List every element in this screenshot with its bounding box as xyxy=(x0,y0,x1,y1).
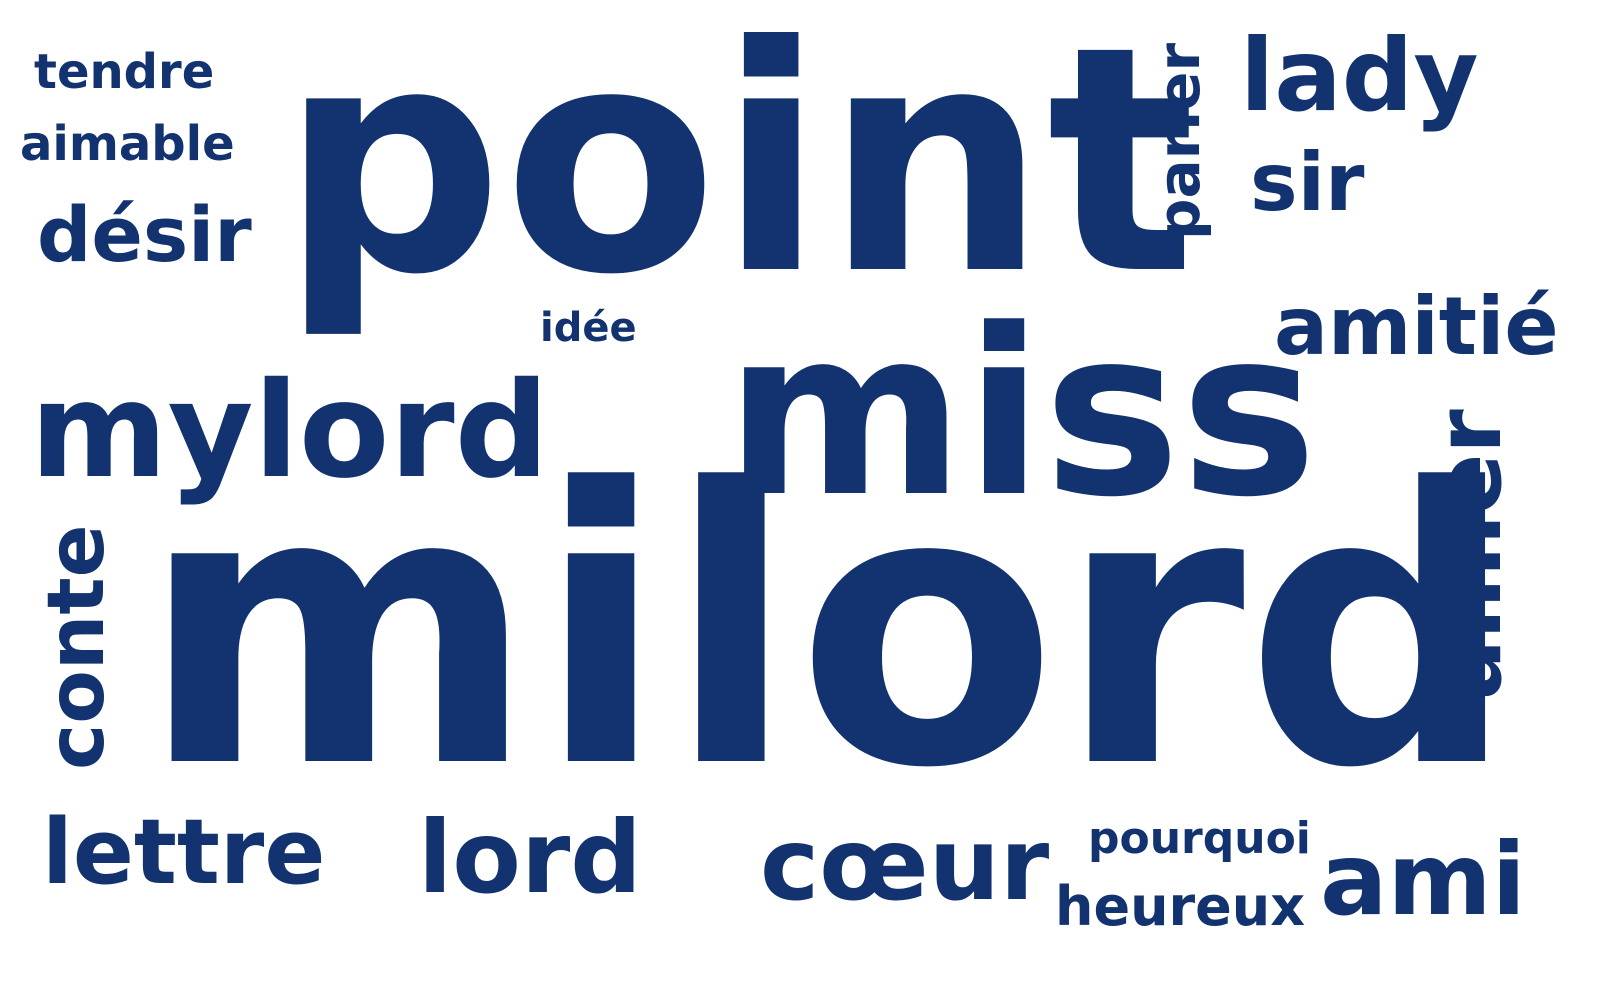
word-ami: ami xyxy=(1320,821,1526,938)
word-amitie: amitié xyxy=(1274,280,1559,373)
word-miss: miss xyxy=(725,281,1318,548)
word-conte: conte xyxy=(32,524,122,770)
word-mylord: mylord xyxy=(30,354,550,508)
word-pourquoi: pourquoi xyxy=(1088,813,1311,864)
word-sir: sir xyxy=(1250,136,1365,229)
word-point: point xyxy=(280,0,1196,343)
word-idee: idée xyxy=(540,305,637,351)
word-milord: milord xyxy=(140,408,1517,851)
word-desir: désir xyxy=(37,190,252,279)
word-coeur: cœur xyxy=(760,806,1050,923)
word-lord: lord xyxy=(418,799,642,916)
word-aimable: aimable xyxy=(20,116,235,172)
word-tendre: tendre xyxy=(34,44,215,100)
word-aimer: aimer xyxy=(1417,409,1522,700)
word-heureux: heureux xyxy=(1055,875,1306,938)
word-lettre: lettre xyxy=(42,800,326,905)
word-lady: lady xyxy=(1240,17,1479,134)
word-parler: parler xyxy=(1145,42,1213,240)
